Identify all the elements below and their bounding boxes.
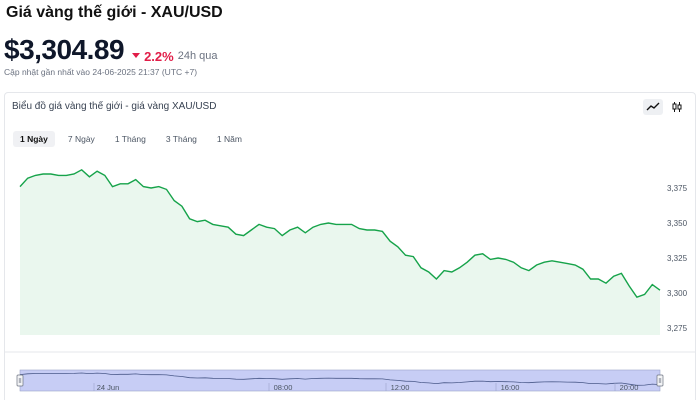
- range-navigator[interactable]: 24 Jun 08:00 12:00 16:00 20:00: [4, 351, 696, 392]
- plot-area: [19, 168, 661, 335]
- y-tick-label: 3,375: [667, 184, 688, 193]
- navigator-handle-left[interactable]: [16, 374, 24, 387]
- y-tick-label: 3,350: [667, 219, 688, 228]
- candlestick-icon: [672, 102, 682, 112]
- price-change: 2.2%: [132, 49, 174, 64]
- line-chart-icon: [646, 102, 660, 111]
- navigator-line: [19, 372, 661, 386]
- tab-7-days[interactable]: 7 Ngày: [67, 134, 95, 144]
- price-area: [20, 169, 660, 335]
- y-axis: 3,275 3,300 3,325 3,350 3,375: [667, 184, 688, 333]
- page-title: Giá vàng thế giới - XAU/USD: [6, 4, 223, 21]
- chart-title: Biểu đồ giá vàng thế giới - giá vàng XAU…: [12, 101, 217, 112]
- navigator-x-label: 24 Jun: [97, 383, 120, 392]
- change-period: 24h qua: [177, 50, 218, 62]
- chart-type-switcher: [643, 99, 687, 115]
- chart-card: Biểu đồ giá vàng thế giới - giá vàng XAU…: [4, 92, 696, 400]
- caret-down-icon: [132, 53, 141, 58]
- y-tick-label: 3,300: [667, 289, 688, 298]
- line-chart-button[interactable]: [643, 99, 663, 115]
- navigator-x-label: 12:00: [391, 383, 410, 392]
- range-tabs: 1 Ngày 7 Ngày 1 Tháng 3 Tháng 1 Năm: [13, 131, 249, 147]
- last-updated: Cập nhật gần nhất vào 24-06-2025 21:37 (…: [4, 67, 198, 77]
- tab-3-months[interactable]: 3 Tháng: [165, 134, 197, 144]
- navigator-x-label: 08:00: [274, 383, 293, 392]
- change-percent: 2.2%: [144, 49, 174, 64]
- current-price: $3,304.89: [4, 34, 125, 65]
- tab-1-year[interactable]: 1 Năm: [216, 134, 242, 144]
- price-line: [19, 168, 661, 299]
- candlestick-button[interactable]: [667, 99, 687, 115]
- navigator-x-label: 20:00: [620, 383, 639, 392]
- navigator-handle-right[interactable]: [656, 374, 664, 387]
- tab-1-day[interactable]: 1 Ngày: [13, 131, 55, 147]
- navigator-x-label: 16:00: [501, 383, 520, 392]
- price-row: $3,304.89 2.2% 24h qua: [4, 34, 217, 66]
- y-tick-label: 3,275: [667, 324, 688, 333]
- y-tick-label: 3,325: [667, 254, 688, 263]
- tab-1-month[interactable]: 1 Tháng: [114, 134, 146, 144]
